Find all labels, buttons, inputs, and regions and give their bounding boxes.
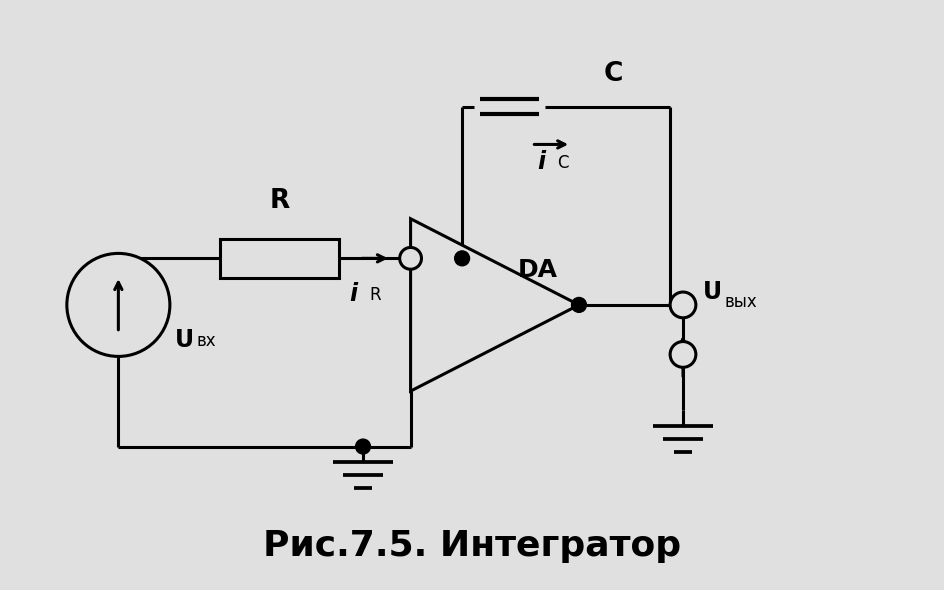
Text: i: i — [349, 282, 357, 306]
Text: i: i — [537, 150, 546, 175]
Circle shape — [455, 251, 469, 266]
Text: R: R — [369, 286, 380, 304]
FancyBboxPatch shape — [220, 238, 339, 278]
Text: вых: вых — [725, 293, 757, 311]
Text: вх: вх — [196, 332, 216, 350]
Circle shape — [670, 292, 696, 318]
Text: C: C — [604, 61, 623, 87]
Text: C: C — [557, 155, 568, 172]
Text: U: U — [175, 327, 194, 352]
Circle shape — [67, 253, 170, 356]
Text: Рис.7.5. Интегратор: Рис.7.5. Интегратор — [263, 529, 681, 563]
Circle shape — [670, 342, 696, 368]
Circle shape — [356, 439, 370, 454]
Text: U: U — [702, 280, 722, 304]
Circle shape — [399, 247, 421, 269]
Text: DA: DA — [517, 258, 557, 282]
Circle shape — [571, 297, 586, 312]
Text: R: R — [270, 188, 290, 214]
Polygon shape — [411, 219, 579, 391]
